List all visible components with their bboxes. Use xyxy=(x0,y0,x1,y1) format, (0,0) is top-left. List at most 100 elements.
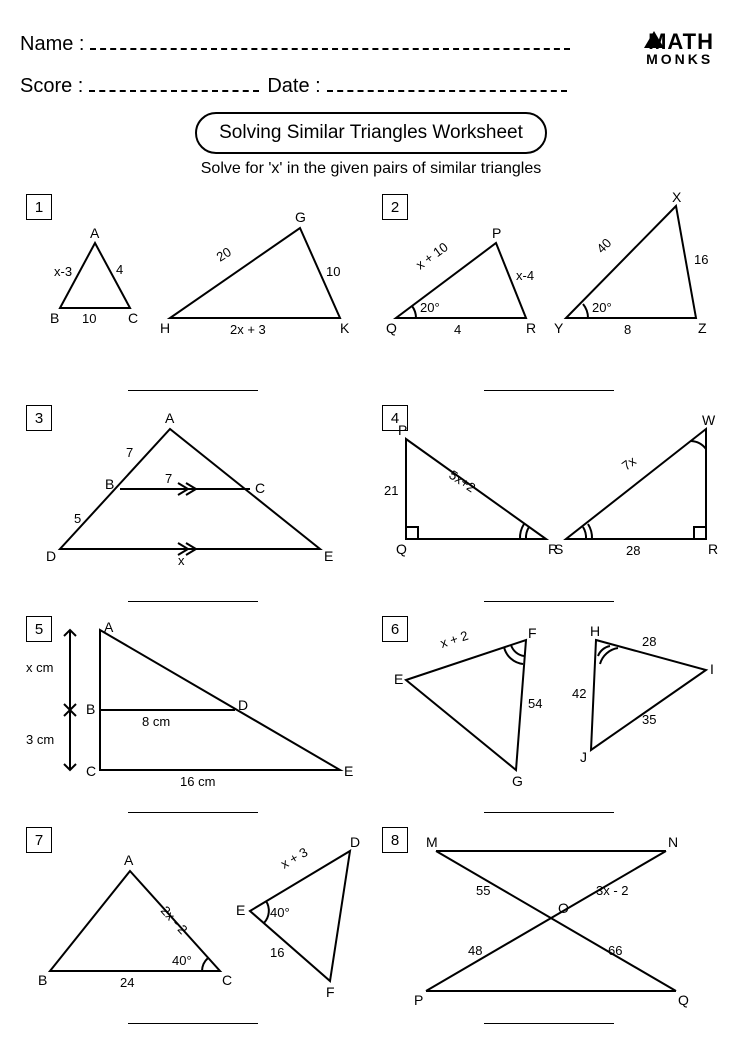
svg-text:28: 28 xyxy=(626,543,640,558)
svg-text:24: 24 xyxy=(120,975,134,990)
svg-text:42: 42 xyxy=(572,686,586,701)
svg-text:P: P xyxy=(398,422,407,438)
svg-text:F: F xyxy=(528,625,537,641)
svg-text:Q: Q xyxy=(386,320,397,336)
svg-text:16: 16 xyxy=(694,252,708,267)
svg-text:16 cm: 16 cm xyxy=(180,774,215,789)
svg-text:8 cm: 8 cm xyxy=(142,714,170,729)
svg-text:35: 35 xyxy=(642,712,656,727)
svg-text:B: B xyxy=(38,972,47,988)
svg-text:5x+2: 5x+2 xyxy=(446,467,478,495)
problem-5: 5 A B C D E x cm 3 cm 8 cm 16 cm xyxy=(20,610,366,817)
svg-text:C: C xyxy=(255,480,265,496)
svg-text:x + 3: x + 3 xyxy=(278,844,310,871)
svg-text:4: 4 xyxy=(454,322,461,337)
answer-blank[interactable] xyxy=(128,601,258,602)
svg-text:2x + 3: 2x + 3 xyxy=(230,322,266,337)
problem-5-diagram: A B C D E x cm 3 cm 8 cm 16 cm xyxy=(20,610,370,810)
svg-text:C: C xyxy=(128,310,138,326)
date-label: Date : xyxy=(267,75,320,98)
answer-blank[interactable] xyxy=(484,812,614,813)
svg-text:G: G xyxy=(295,209,306,225)
svg-text:H: H xyxy=(160,320,170,336)
svg-text:5: 5 xyxy=(74,511,81,526)
problem-8: 8 M N O P Q 55 3x - 2 48 66 xyxy=(376,821,722,1028)
problem-4: 4 P Q R 5x+2 21 W S R 7x 28 xyxy=(376,399,722,606)
problem-6: 6 E F G x + 2 54 H I J 28 42 35 xyxy=(376,610,722,817)
svg-text:x-4: x-4 xyxy=(516,268,534,283)
svg-text:C: C xyxy=(86,763,96,779)
name-label: Name : xyxy=(20,33,84,56)
answer-blank[interactable] xyxy=(484,601,614,602)
svg-text:I: I xyxy=(710,661,714,677)
svg-text:4: 4 xyxy=(116,262,123,277)
svg-text:K: K xyxy=(340,320,350,336)
svg-text:20°: 20° xyxy=(592,300,612,315)
svg-text:x + 10: x + 10 xyxy=(413,239,451,272)
answer-blank[interactable] xyxy=(484,1023,614,1024)
svg-text:X: X xyxy=(672,189,682,205)
svg-text:P: P xyxy=(492,225,501,241)
answer-blank[interactable] xyxy=(128,812,258,813)
svg-text:10: 10 xyxy=(82,311,96,326)
svg-text:A: A xyxy=(90,225,100,241)
svg-text:55: 55 xyxy=(476,883,490,898)
svg-text:E: E xyxy=(236,902,245,918)
name-blank[interactable] xyxy=(90,28,570,50)
svg-text:21: 21 xyxy=(384,483,398,498)
svg-text:7x: 7x xyxy=(619,453,639,473)
svg-text:x-3: x-3 xyxy=(54,264,72,279)
brand-triangle-icon xyxy=(644,31,664,48)
date-blank[interactable] xyxy=(327,70,567,92)
svg-text:48: 48 xyxy=(468,943,482,958)
svg-text:D: D xyxy=(238,697,248,713)
problem-7-diagram: A B C 2x - 2 24 40° D E F x + 3 16 40° xyxy=(20,821,370,1021)
svg-text:Z: Z xyxy=(698,320,707,336)
svg-text:W: W xyxy=(702,412,716,428)
answer-blank[interactable] xyxy=(128,390,258,391)
problem-2: 2 P Q R x + 10 x-4 4 20° X Y Z 40 16 8 2… xyxy=(376,188,722,395)
svg-text:54: 54 xyxy=(528,696,542,711)
answer-blank[interactable] xyxy=(484,390,614,391)
svg-text:R: R xyxy=(708,541,718,557)
svg-text:Q: Q xyxy=(396,541,407,557)
svg-text:20: 20 xyxy=(214,244,234,264)
svg-text:C: C xyxy=(222,972,232,988)
score-date-row: Score : Date : xyxy=(20,70,722,98)
problem-3: 3 A B C D E 7 7 5 x xyxy=(20,399,366,606)
problem-4-diagram: P Q R 5x+2 21 W S R 7x 28 xyxy=(376,399,726,599)
worksheet-title: Solving Similar Triangles Worksheet xyxy=(195,112,547,154)
problems-grid: 1 A B C x-3 4 10 G H K 20 10 2x + 3 2 P xyxy=(20,188,722,1028)
svg-text:20°: 20° xyxy=(420,300,440,315)
svg-text:R: R xyxy=(526,320,536,336)
svg-text:B: B xyxy=(50,310,59,326)
svg-text:Q: Q xyxy=(678,992,689,1008)
score-blank[interactable] xyxy=(89,70,259,92)
svg-text:P: P xyxy=(414,992,423,1008)
svg-text:40°: 40° xyxy=(172,953,192,968)
brand-logo: MATH MONKS xyxy=(646,32,714,66)
svg-text:40: 40 xyxy=(594,235,615,256)
answer-blank[interactable] xyxy=(128,1023,258,1024)
svg-text:8: 8 xyxy=(624,322,631,337)
svg-text:E: E xyxy=(324,548,333,564)
brand-bottom: MONKS xyxy=(646,53,714,66)
svg-text:G: G xyxy=(512,773,523,789)
svg-text:B: B xyxy=(86,701,95,717)
svg-text:16: 16 xyxy=(270,945,284,960)
problem-1-diagram: A B C x-3 4 10 G H K 20 10 2x + 3 xyxy=(20,188,370,388)
svg-text:Y: Y xyxy=(554,320,564,336)
svg-text:28: 28 xyxy=(642,634,656,649)
svg-text:7: 7 xyxy=(165,471,172,486)
score-label: Score : xyxy=(20,75,83,98)
svg-text:N: N xyxy=(668,834,678,850)
svg-text:3 cm: 3 cm xyxy=(26,732,54,747)
problem-8-diagram: M N O P Q 55 3x - 2 48 66 xyxy=(376,821,726,1021)
svg-text:x: x xyxy=(178,553,185,568)
problem-6-diagram: E F G x + 2 54 H I J 28 42 35 xyxy=(376,610,726,810)
svg-text:S: S xyxy=(554,541,563,557)
svg-text:x + 2: x + 2 xyxy=(438,628,470,651)
worksheet-subtitle: Solve for 'x' in the given pairs of simi… xyxy=(20,160,722,178)
svg-text:A: A xyxy=(165,410,175,426)
problem-3-diagram: A B C D E 7 7 5 x xyxy=(20,399,370,599)
